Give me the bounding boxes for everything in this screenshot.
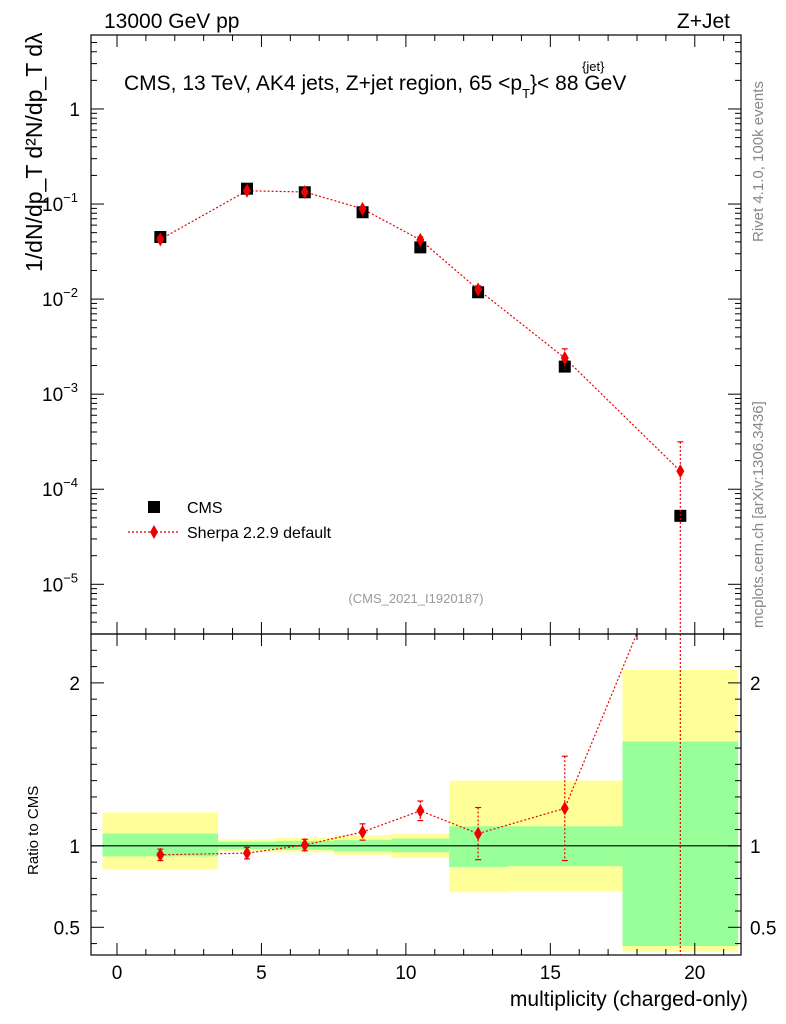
legend-cms-label: CMS (187, 500, 223, 517)
sherpa-point (474, 282, 483, 297)
upper-frame (90, 34, 742, 635)
chart-title: CMS, 13 TeV, AK4 jets, Z+jet region, 65 … (124, 72, 626, 101)
ratio-frame (90, 633, 742, 956)
ratio-point (300, 838, 309, 853)
upper-y-tick-label: 10−3 (42, 380, 78, 406)
analysis-watermark: (CMS_2021_I1920187) (348, 591, 483, 606)
sherpa-point (358, 201, 367, 216)
tick-exponent: −3 (63, 380, 78, 395)
legend-sherpa-label: Sherpa 2.2.9 default (187, 525, 332, 542)
x-tick-label: 0 (112, 963, 123, 984)
ratio-point (243, 846, 251, 861)
x-tick-label: 20 (684, 963, 705, 984)
ratio-point (474, 826, 483, 841)
ratio-bands (91, 669, 741, 952)
ratio-y-label: Ratio to CMS (25, 786, 42, 875)
ratio-data (156, 634, 681, 955)
ratio-y-tick-label-left: 0.5 (54, 918, 80, 939)
ratio-point (416, 803, 425, 818)
rivet-label: Rivet 4.1.0, 100k events (750, 81, 767, 242)
tick-exponent: −5 (63, 570, 78, 585)
title-sub: T (522, 86, 530, 101)
ratio-point (358, 824, 367, 839)
ratio-y-tick-label-left: 1 (69, 837, 80, 858)
header-right-label: Z+Jet (677, 10, 730, 33)
x-tick-label: 10 (395, 963, 416, 984)
tick-base: 10 (42, 195, 63, 216)
sherpa-point (676, 464, 685, 479)
ylabel-text: 1/dN/dp_T d²N/dp_T dλ (21, 32, 47, 272)
upper-y-tick-label: 1 (69, 100, 80, 121)
tick-exponent: −1 (63, 190, 78, 205)
sherpa-point (243, 183, 251, 198)
upper-y-tick-label: 10−1 (42, 190, 78, 216)
cms-point (414, 241, 427, 254)
tick-exponent: −4 (63, 475, 78, 490)
header-left-label: 13000 GeV pp (104, 10, 239, 33)
x-axis-label: multiplicity (charged-only) (510, 988, 748, 1011)
x-tick-label: 15 (540, 963, 561, 984)
title-end: }< 88 GeV (530, 72, 626, 95)
ratio-y-tick-label-left: 2 (69, 674, 80, 695)
title-main: CMS, 13 TeV, AK4 jets, Z+jet region, 65 … (124, 72, 522, 95)
ratio-point (560, 801, 569, 816)
legend-sherpa-marker (150, 525, 158, 539)
title-sup: {jet} (582, 59, 605, 74)
mcplots-label: mcplots.cern.ch [arXiv:1306.3436] (750, 401, 767, 628)
ratio-y-tick-label-right: 1 (750, 837, 761, 858)
ratio-series-line (160, 634, 638, 856)
tick-exponent: −2 (63, 285, 78, 300)
upper-data (154, 182, 687, 634)
sherpa-series-line (160, 190, 681, 472)
tick-base: 10 (42, 385, 63, 406)
tick-base: 10 (42, 290, 63, 311)
tick-base: 10 (42, 480, 63, 501)
sherpa-point (300, 184, 309, 199)
ratio-band-inner (102, 833, 219, 857)
upper-y-tick-label: 10−2 (42, 285, 78, 311)
sherpa-point (560, 351, 569, 366)
ratio-y-tick-label-right: 2 (750, 674, 761, 695)
sherpa-point (156, 232, 165, 247)
ratio-y-tick-label-right: 0.5 (750, 918, 776, 939)
legend: CMS Sherpa 2.2.9 default (128, 500, 332, 542)
ratio-point (156, 847, 165, 862)
upper-y-axis-label: 1/dN/dp_T d²N/dp_T dλ (21, 32, 47, 272)
upper-y-tick-label: 10−4 (42, 475, 78, 501)
upper-y-tick-label: 10−5 (42, 570, 78, 596)
x-tick-label: 5 (256, 963, 267, 984)
sherpa-point (416, 232, 425, 247)
tick-base: 10 (42, 575, 63, 596)
legend-cms-marker (148, 501, 160, 513)
ratio-clipped (156, 634, 681, 955)
